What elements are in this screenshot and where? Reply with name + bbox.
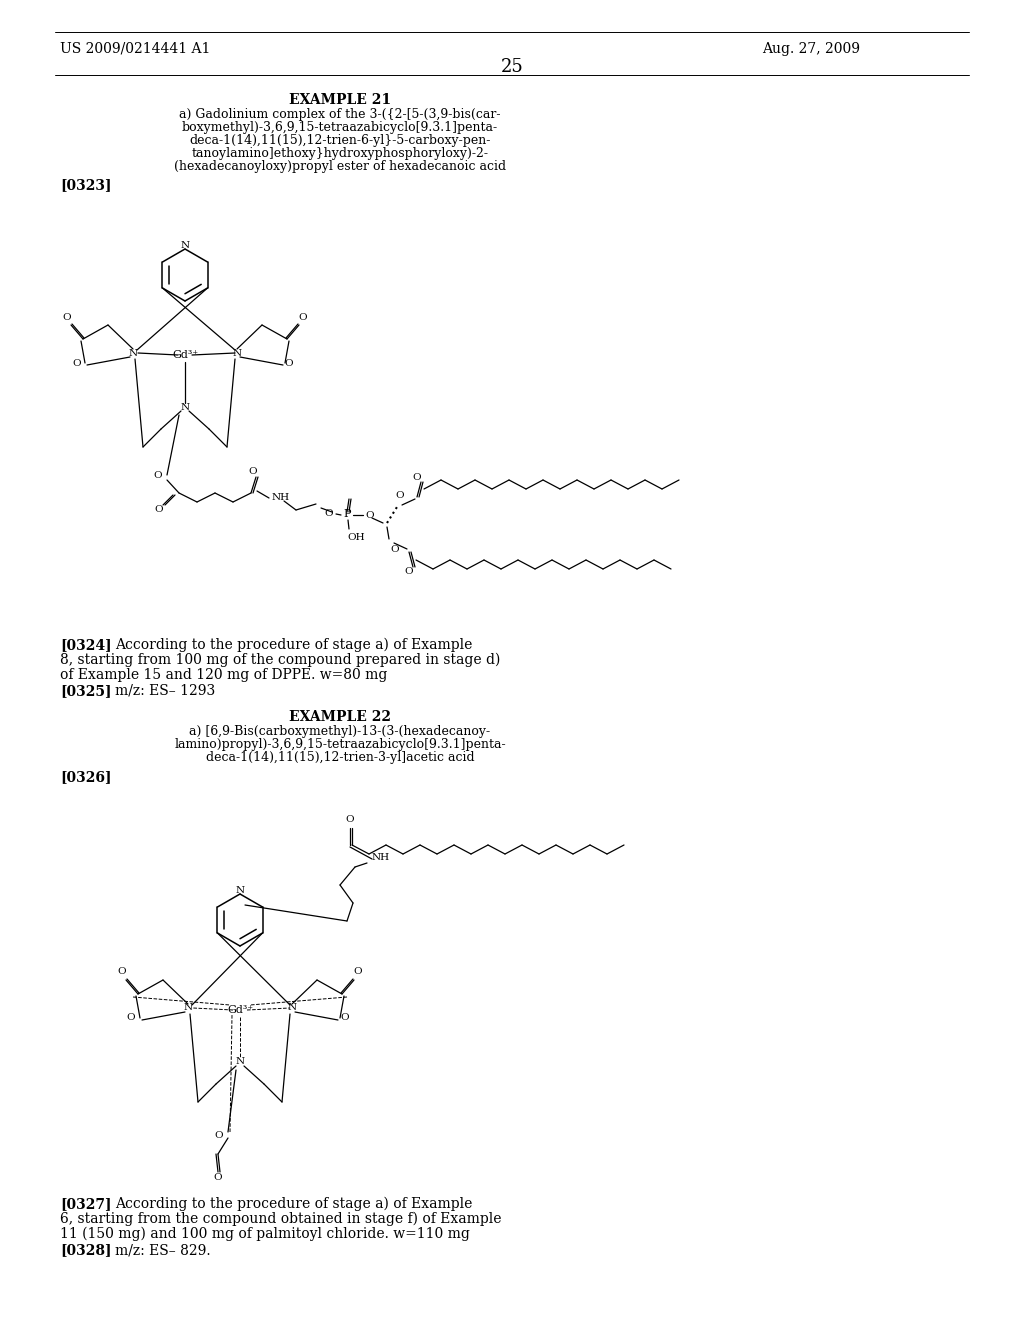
Text: OH: OH bbox=[347, 533, 365, 543]
Text: deca-1(14),11(15),12-trien-3-yl]acetic acid: deca-1(14),11(15),12-trien-3-yl]acetic a… bbox=[206, 751, 474, 764]
Text: 25: 25 bbox=[501, 58, 523, 77]
Text: EXAMPLE 22: EXAMPLE 22 bbox=[289, 710, 391, 723]
Text: According to the procedure of stage a) of Example: According to the procedure of stage a) o… bbox=[115, 638, 472, 652]
Text: NH: NH bbox=[372, 853, 390, 862]
Text: 6, starting from the compound obtained in stage f) of Example: 6, starting from the compound obtained i… bbox=[60, 1212, 502, 1226]
Text: of Example 15 and 120 mg of DPPE. w=80 mg: of Example 15 and 120 mg of DPPE. w=80 m… bbox=[60, 668, 387, 682]
Text: Aug. 27, 2009: Aug. 27, 2009 bbox=[762, 42, 860, 55]
Text: O: O bbox=[154, 471, 163, 480]
Text: N: N bbox=[236, 1057, 245, 1067]
Text: tanoylamino]ethoxy}hydroxyphosphoryloxy)-2-: tanoylamino]ethoxy}hydroxyphosphoryloxy)… bbox=[191, 147, 488, 160]
Text: deca-1(14),11(15),12-trien-6-yl}-5-carboxy-pen-: deca-1(14),11(15),12-trien-6-yl}-5-carbo… bbox=[189, 135, 490, 147]
Text: [0323]: [0323] bbox=[60, 178, 112, 191]
Text: NH: NH bbox=[272, 492, 290, 502]
Text: N: N bbox=[288, 1003, 297, 1012]
Text: O: O bbox=[62, 313, 72, 322]
Text: O: O bbox=[353, 968, 362, 977]
Text: [0327]: [0327] bbox=[60, 1197, 112, 1210]
Text: [0326]: [0326] bbox=[60, 770, 112, 784]
Text: O: O bbox=[404, 568, 414, 577]
Text: O: O bbox=[299, 313, 307, 322]
Text: O: O bbox=[391, 544, 399, 553]
Text: O: O bbox=[118, 968, 126, 977]
Text: N: N bbox=[233, 348, 242, 358]
Text: O: O bbox=[249, 466, 257, 475]
Text: O: O bbox=[214, 1173, 222, 1183]
Text: [0325]: [0325] bbox=[60, 684, 112, 698]
Text: O: O bbox=[73, 359, 81, 367]
Text: According to the procedure of stage a) of Example: According to the procedure of stage a) o… bbox=[115, 1197, 472, 1212]
Text: N: N bbox=[236, 886, 245, 895]
Text: O: O bbox=[413, 473, 421, 482]
Text: N: N bbox=[184, 1003, 194, 1012]
Text: [0328]: [0328] bbox=[60, 1243, 112, 1257]
Text: a) [6,9-Bis(carboxymethyl)-13-(3-(hexadecanoy-: a) [6,9-Bis(carboxymethyl)-13-(3-(hexade… bbox=[189, 725, 490, 738]
Text: O: O bbox=[395, 491, 404, 499]
Text: N: N bbox=[181, 403, 190, 412]
Text: 8, starting from 100 mg of the compound prepared in stage d): 8, starting from 100 mg of the compound … bbox=[60, 653, 501, 668]
Text: [0324]: [0324] bbox=[60, 638, 112, 652]
Text: O: O bbox=[285, 359, 293, 367]
Text: a) Gadolinium complex of the 3-({2-[5-(3,9-bis(car-: a) Gadolinium complex of the 3-({2-[5-(3… bbox=[179, 108, 501, 121]
Text: US 2009/0214441 A1: US 2009/0214441 A1 bbox=[60, 42, 210, 55]
Text: Gd³⁺: Gd³⁺ bbox=[172, 350, 198, 360]
Text: O: O bbox=[341, 1014, 349, 1023]
Text: m/z: ES– 829.: m/z: ES– 829. bbox=[115, 1243, 211, 1257]
Text: O: O bbox=[215, 1130, 223, 1139]
Text: m/z: ES– 1293: m/z: ES– 1293 bbox=[115, 684, 215, 698]
Text: 11 (150 mg) and 100 mg of palmitoyl chloride. w=110 mg: 11 (150 mg) and 100 mg of palmitoyl chlo… bbox=[60, 1228, 470, 1241]
Text: N: N bbox=[129, 348, 138, 358]
Text: O: O bbox=[155, 504, 163, 513]
Text: O: O bbox=[365, 511, 374, 520]
Text: Gd³⁺: Gd³⁺ bbox=[227, 1005, 253, 1015]
Text: O: O bbox=[346, 816, 354, 825]
Text: (hexadecanoyloxy)propyl ester of hexadecanoic acid: (hexadecanoyloxy)propyl ester of hexadec… bbox=[174, 160, 506, 173]
Text: O: O bbox=[127, 1014, 135, 1023]
Text: EXAMPLE 21: EXAMPLE 21 bbox=[289, 92, 391, 107]
Text: P: P bbox=[343, 510, 350, 519]
Text: lamino)propyl)-3,6,9,15-tetraazabicyclo[9.3.1]penta-: lamino)propyl)-3,6,9,15-tetraazabicyclo[… bbox=[174, 738, 506, 751]
Text: O: O bbox=[324, 510, 333, 519]
Text: boxymethyl)-3,6,9,15-tetraazabicyclo[9.3.1]penta-: boxymethyl)-3,6,9,15-tetraazabicyclo[9.3… bbox=[182, 121, 498, 135]
Text: N: N bbox=[181, 242, 190, 249]
